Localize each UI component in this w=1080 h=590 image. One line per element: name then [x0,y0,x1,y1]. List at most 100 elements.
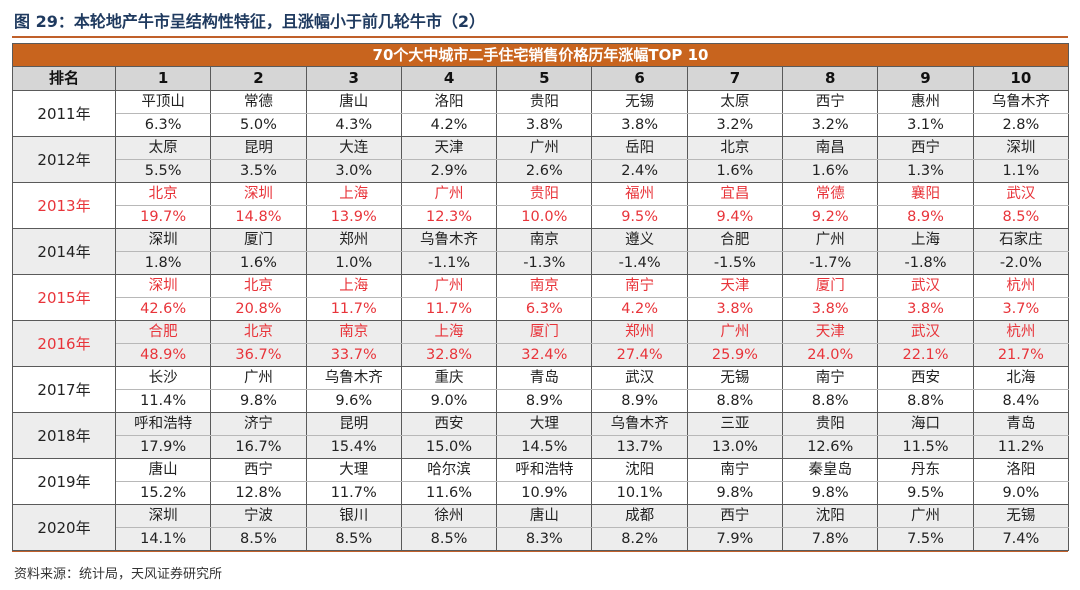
pct-cell: 15.2% [114,481,212,505]
city-cell: 北京 [210,274,307,298]
pct-cell: -2.0% [972,251,1070,275]
city-cell: 无锡 [972,504,1070,528]
source-rule [12,551,1068,552]
table-row-city: 2018年 呼和浩特 济宁 昆明 西安 大理 乌鲁木齐 三亚 贵阳 海口 青岛 [12,412,1070,459]
city-cell: 青岛 [496,366,593,390]
pct-cell: 21.7% [972,343,1070,367]
pct-cell: 8.5% [210,527,307,551]
city-cell: 深圳 [972,136,1070,160]
city-cell: 惠州 [877,90,974,114]
pct-cell: 8.5% [305,527,402,551]
table-row-city: 2015年 深圳 北京 上海 广州 南京 南宁 天津 厦门 武汉 杭州 [12,274,1070,321]
city-cell: 西安 [400,412,498,436]
pct-cell: 9.8% [686,481,784,505]
table-row-city: 2011年 平顶山 常德 唐山 洛阳 贵阳 无锡 太原 西宁 惠州 乌鲁木齐 [12,90,1070,137]
figure-title: 图 29：本轮地产牛市呈结构性特征，且涨幅小于前几轮牛市（2） [14,12,485,31]
pct-cell: 9.2% [782,205,879,229]
table-row-pct: 6.3% 5.0% 4.3% 4.2% 3.8% 3.8% 3.2% 3.2% 3.1% 2.8% [13,113,1070,137]
pct-cell: 9.5% [591,205,688,229]
pct-cell: 19.7% [114,205,212,229]
city-cell: 青岛 [972,412,1070,436]
year-cell: 2018年 [12,412,116,459]
table-row-pct: 11.4% 9.8% 9.6% 9.0% 8.9% 8.9% 8.8% 8.8% 8.8% 8.4… [13,389,1070,413]
year-cell: 2017年 [12,366,116,413]
pct-cell: 12.6% [782,435,879,459]
pct-cell: 8.9% [496,389,593,413]
pct-cell: 2.6% [496,159,593,183]
pct-cell: 3.7% [972,297,1070,321]
table-row-pct: 17.9% 16.7% 15.4% 15.0% 14.5% 13.7% 13.0% 12.6%… [13,435,1070,459]
pct-cell: 11.6% [400,481,498,505]
header-rank-2: 2 [210,66,307,91]
city-cell: 济宁 [210,412,307,436]
city-cell: 无锡 [591,90,688,114]
table-row-pct: 15.2% 12.8% 11.7% 11.6% 10.9% 10.1% 9.8% 9.8% 9.… [13,481,1070,505]
pct-cell: 8.8% [877,389,974,413]
city-cell: 宁波 [210,504,307,528]
city-cell: 天津 [686,274,784,298]
city-cell: 秦皇岛 [782,458,879,482]
city-cell: 无锡 [686,366,784,390]
table-row-city: 2020年 深圳 宁波 银川 徐州 唐山 成都 西宁 沈阳 广州 无锡 [12,504,1070,551]
pct-cell: 48.9% [114,343,212,367]
pct-cell: 3.8% [877,297,974,321]
city-cell: 杭州 [972,274,1070,298]
city-cell: 广州 [496,136,593,160]
city-cell: 天津 [400,136,498,160]
city-cell: 昆明 [210,136,307,160]
city-cell: 贵阳 [782,412,879,436]
table-row-city: 2014年 深圳 厦门 郑州 乌鲁木齐 南京 遵义 合肥 广州 上海 石家庄 [12,228,1070,275]
city-cell: 昆明 [305,412,402,436]
city-cell: 常德 [210,90,307,114]
source-note: 资料来源：统计局，天风证券研究所 [14,567,223,582]
city-cell: 深圳 [114,274,212,298]
city-cell: 深圳 [210,182,307,206]
pct-cell: 10.1% [591,481,688,505]
city-cell: 西宁 [877,136,974,160]
pct-cell: 8.4% [972,389,1070,413]
city-cell: 上海 [400,320,498,344]
ranking-table: 70个大中城市二手住宅销售价格历年涨幅TOP 10 排名 1 2 3 4 5 6 7 8 9 10 … [11,43,1070,551]
pct-cell: 11.5% [877,435,974,459]
table-row-pct: 48.9% 36.7% 33.7% 32.8% 32.4% 27.4% 25.9% 24.0%… [13,343,1070,367]
year-cell: 2019年 [12,458,116,505]
pct-cell: 8.9% [877,205,974,229]
header-rank-label: 排名 [12,66,116,91]
year-cell: 2020年 [12,504,116,551]
pct-cell: -1.5% [686,251,784,275]
pct-cell: 14.5% [496,435,593,459]
pct-cell: 3.8% [782,297,879,321]
pct-cell: 10.0% [496,205,593,229]
pct-cell: 8.9% [591,389,688,413]
pct-cell: 1.6% [210,251,307,275]
city-cell: 唐山 [496,504,593,528]
city-cell: 上海 [305,274,402,298]
pct-cell: 2.8% [972,113,1070,137]
city-cell: 合肥 [114,320,212,344]
table-row-city: 2013年 北京 深圳 上海 广州 贵阳 福州 宜昌 常德 襄阳 武汉 [12,182,1070,229]
pct-cell: 7.8% [782,527,879,551]
city-cell: 福州 [591,182,688,206]
city-cell: 丹东 [877,458,974,482]
pct-cell: 1.3% [877,159,974,183]
city-cell: 上海 [305,182,402,206]
city-cell: 乌鲁木齐 [400,228,498,252]
city-cell: 贵阳 [496,90,593,114]
pct-cell: 15.4% [305,435,402,459]
pct-cell: 6.3% [114,113,212,137]
pct-cell: 8.2% [591,527,688,551]
pct-cell: 1.6% [782,159,879,183]
pct-cell: 8.5% [400,527,498,551]
city-cell: 合肥 [686,228,784,252]
city-cell: 洛阳 [400,90,498,114]
pct-cell: 3.2% [686,113,784,137]
pct-cell: 20.8% [210,297,307,321]
pct-cell: 1.1% [972,159,1070,183]
title-rule [12,36,1068,38]
city-cell: 郑州 [591,320,688,344]
city-cell: 沈阳 [782,504,879,528]
city-cell: 广州 [210,366,307,390]
pct-cell: 3.5% [210,159,307,183]
ranking-table-container: 70个大中城市二手住宅销售价格历年涨幅TOP 10 排名 1 2 3 4 5 6 7 8 9 10 … [11,43,1070,551]
city-cell: 大连 [305,136,402,160]
